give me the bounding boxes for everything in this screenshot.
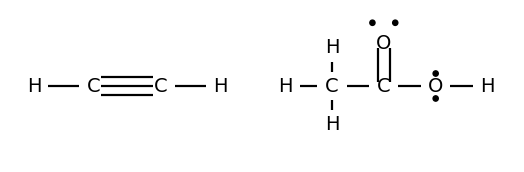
Ellipse shape [433,71,438,76]
Text: C: C [377,77,391,95]
Text: H: H [27,77,41,95]
Ellipse shape [433,96,438,101]
Ellipse shape [370,20,375,25]
Text: C: C [154,77,168,95]
Text: H: H [325,38,339,57]
Text: H: H [481,77,495,95]
Text: O: O [376,34,391,53]
Text: H: H [325,115,339,134]
Text: C: C [86,77,100,95]
Text: O: O [428,77,443,95]
Text: C: C [325,77,339,95]
Text: H: H [213,77,228,95]
Text: H: H [278,77,292,95]
Ellipse shape [392,20,398,25]
